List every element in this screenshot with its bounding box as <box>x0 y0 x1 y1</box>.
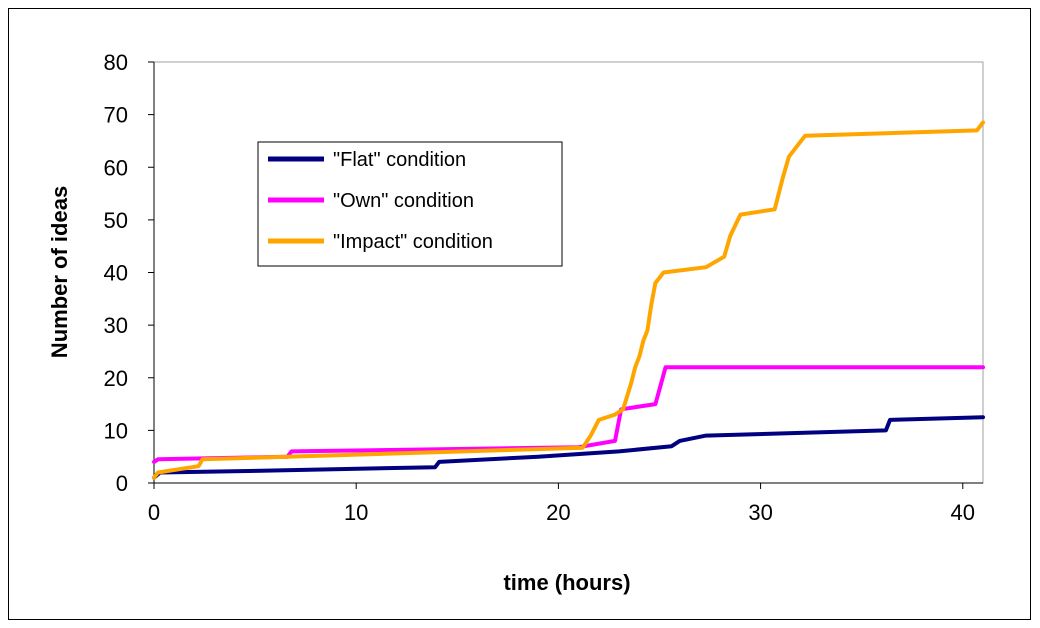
legend-label-2: "Impact" condition <box>333 231 493 253</box>
legend: "Flat" condition "Own" condition "Impact" … <box>257 141 563 267</box>
legend-box <box>257 141 563 267</box>
x-axis-title: time (hours) <box>503 570 630 595</box>
x-tick-label: 30 <box>748 500 772 525</box>
x-tick-label: 0 <box>148 500 160 525</box>
y-tick-label: 20 <box>104 366 128 391</box>
legend-label-1: "Own" condition <box>333 190 474 212</box>
y-tick-label: 70 <box>104 103 128 128</box>
y-tick-label: 80 <box>104 50 128 75</box>
series-line-2 <box>152 120 985 480</box>
y-tick-label: 50 <box>104 208 128 233</box>
y-tick-label: 10 <box>104 418 128 443</box>
legend-label-0: "Flat" condition <box>333 149 466 171</box>
series-line-0 <box>152 415 985 480</box>
y-tick-label: 40 <box>104 261 128 286</box>
x-tick-label: 40 <box>951 500 975 525</box>
tick-labels: 0 10 20 30 40 50 60 70 80 0 10 20 30 40 <box>104 50 976 525</box>
y-tick-label: 0 <box>116 471 128 496</box>
y-tick-label: 60 <box>104 155 128 180</box>
y-tick-label: 30 <box>104 313 128 338</box>
y-axis-title: Number of ideas <box>47 186 72 358</box>
x-tick-label: 20 <box>546 500 570 525</box>
x-tick-label: 10 <box>344 500 368 525</box>
plot-background <box>153 61 984 484</box>
series-lines <box>152 120 985 480</box>
plot-area <box>153 61 984 484</box>
